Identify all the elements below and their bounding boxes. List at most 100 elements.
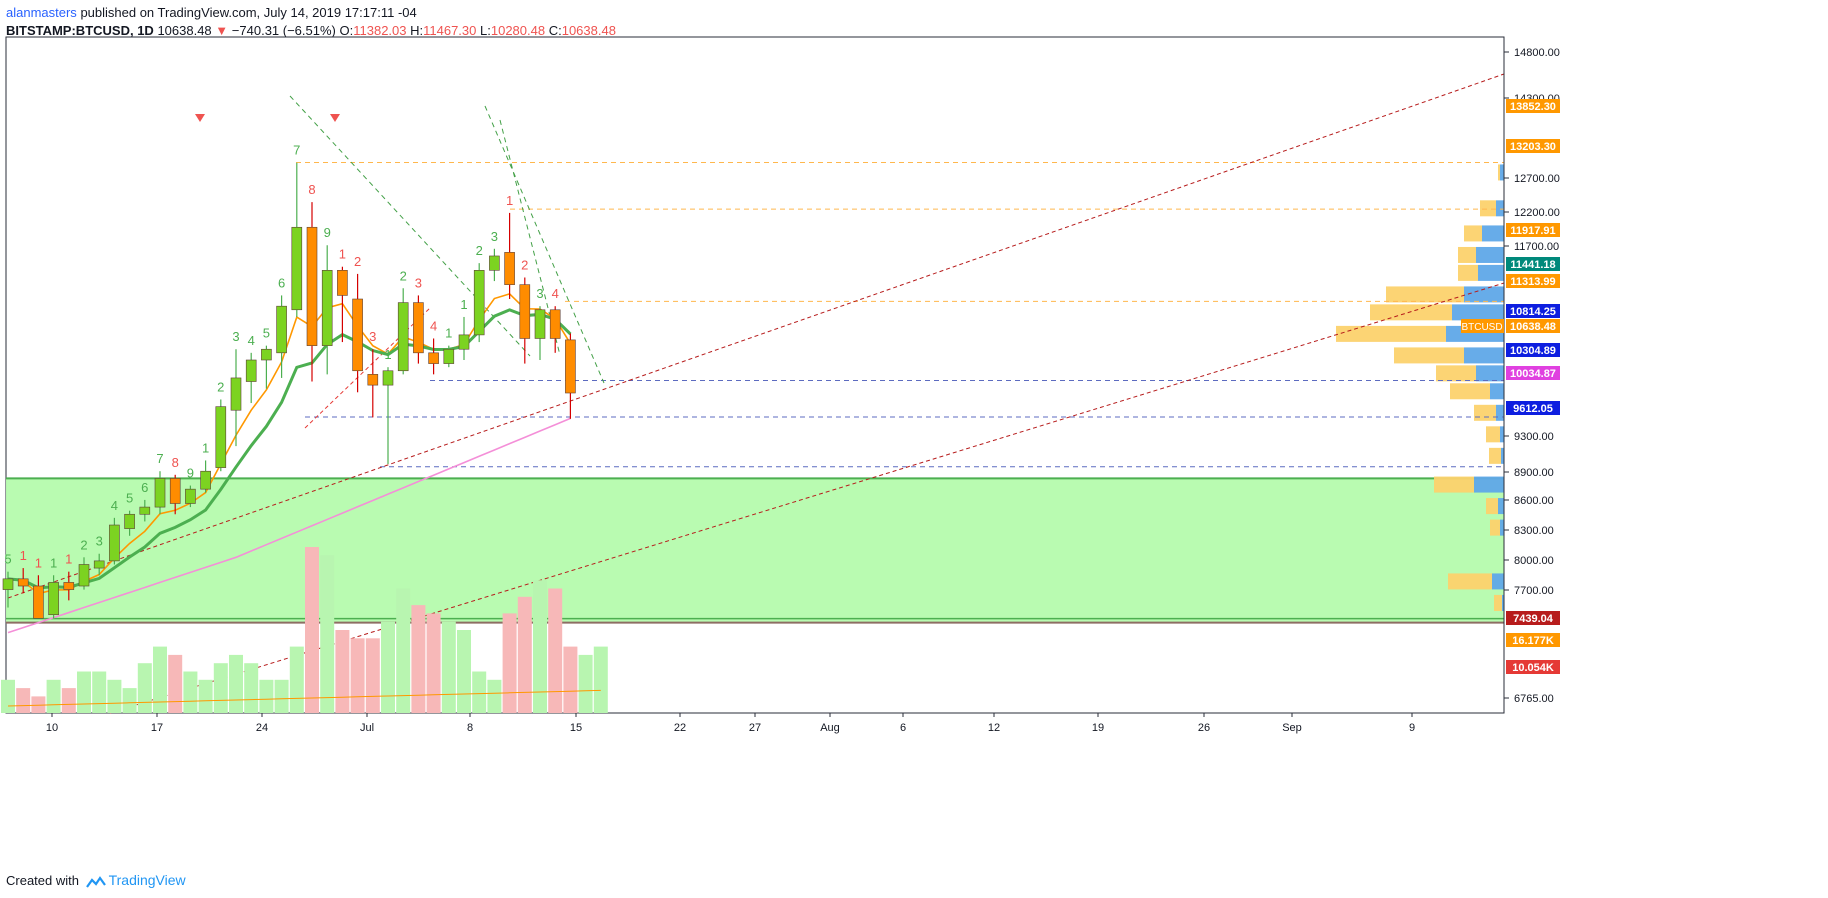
y-tick-label: 12700.00	[1514, 173, 1560, 185]
tradingview-brand-link[interactable]: TradingView	[108, 872, 186, 888]
x-tick-label: 27	[749, 722, 761, 734]
volume-profile-bar	[1500, 164, 1504, 181]
volume-profile-bar	[1436, 365, 1476, 382]
price-label: 7439.04	[1513, 613, 1554, 625]
volume-profile-bar	[1474, 476, 1504, 493]
candle-body	[489, 255, 500, 271]
volume-bar	[381, 621, 395, 713]
high-label: H:	[410, 23, 424, 38]
y-tick-label: 14800.00	[1514, 47, 1560, 59]
volume-bar	[153, 646, 167, 713]
td-count-label: 1	[65, 552, 72, 567]
volume-bar	[198, 679, 213, 713]
candle-body	[321, 270, 333, 346]
price-label-bg	[1506, 319, 1560, 333]
volume-profile-bar	[1478, 264, 1504, 281]
volume-bar	[350, 638, 365, 713]
price-label: 11917.91	[1510, 225, 1555, 237]
td-count-label: 5	[263, 326, 270, 341]
sell-signal-icon	[195, 114, 205, 122]
y-tick-label: 12200.00	[1514, 207, 1560, 219]
price-label: 11313.99	[1510, 276, 1555, 288]
volume-bar	[107, 679, 122, 713]
x-tick-label: 22	[674, 722, 686, 734]
volume-bar	[122, 688, 137, 713]
price-label: 9612.05	[1513, 403, 1553, 415]
price-label: 16.177K	[1512, 635, 1554, 647]
td-count-label: 4	[111, 498, 118, 513]
candle-body	[124, 513, 135, 529]
candle-body	[458, 334, 470, 350]
volume-profile-bar	[1496, 404, 1504, 421]
candle-body	[565, 339, 576, 394]
td-count-label: 1	[35, 555, 42, 570]
author-link[interactable]: alanmasters	[6, 5, 77, 20]
candle-body	[93, 560, 105, 569]
volume-bar	[517, 596, 532, 713]
candle-body	[397, 302, 409, 372]
volume-bar	[1, 679, 15, 713]
volume-profile-bar	[1498, 498, 1504, 515]
x-tick-label: 10	[46, 722, 58, 734]
volume-bar	[578, 654, 593, 713]
td-count-label: 1	[339, 247, 346, 262]
x-tick-label: Aug	[820, 722, 840, 734]
td-count-label: 9	[187, 466, 194, 481]
support-zone	[6, 478, 1504, 623]
low-label: L:	[480, 23, 491, 38]
volume-bar	[426, 613, 441, 713]
volume-bar	[213, 663, 228, 713]
volume-bar	[411, 605, 426, 713]
symbol-name[interactable]: BITSTAMP:BTCUSD, 1D	[6, 23, 154, 38]
open-value: 11382.03	[353, 23, 407, 38]
candle-body	[261, 348, 272, 361]
volume-bar	[396, 588, 411, 713]
td-count-label: 3	[415, 275, 422, 290]
volume-profile-bar	[1492, 573, 1504, 590]
volume-bar	[77, 671, 91, 713]
x-tick-label: 24	[256, 722, 268, 734]
volume-bar	[183, 671, 198, 713]
symbol-ohlc-bar: BITSTAMP:BTCUSD, 1D 10638.48 ▼ −740.31 (…	[6, 22, 616, 39]
td-count-label: 3	[96, 534, 103, 549]
price-label-bg	[1506, 366, 1560, 380]
candle-body	[17, 578, 29, 587]
volume-profile-bar	[1450, 383, 1490, 400]
td-count-label: 4	[430, 318, 437, 333]
close-value: 10638.48	[561, 23, 616, 38]
td-count-label: 1	[20, 548, 27, 563]
volume-bar	[457, 630, 471, 713]
tradingview-logo-icon	[85, 875, 106, 888]
volume-bar	[46, 679, 61, 713]
td-count-label: 3	[369, 329, 376, 344]
candle-body	[215, 406, 227, 468]
td-count-label: 6	[278, 275, 285, 290]
volume-profile-bar	[1458, 264, 1478, 281]
volume-profile-bar	[1489, 447, 1501, 464]
candle-body	[549, 309, 561, 339]
volume-profile-bar	[1502, 594, 1504, 611]
volume-profile-bar	[1394, 347, 1464, 364]
price-label-bg	[1506, 139, 1560, 153]
volume-bar	[548, 588, 563, 713]
volume-profile-bar	[1500, 426, 1504, 443]
volume-profile-bar	[1464, 286, 1504, 303]
y-tick-label: 6765.00	[1514, 693, 1554, 705]
candle-body	[154, 478, 166, 508]
candle-body	[63, 582, 75, 590]
volume-profile-bar	[1464, 225, 1482, 242]
x-tick-label: Sep	[1282, 722, 1302, 734]
price-label: 10304.89	[1510, 345, 1556, 357]
td-count-label: 3	[232, 329, 239, 344]
price-label: 10814.25	[1510, 306, 1556, 318]
price-label: 10638.48	[1510, 321, 1556, 333]
volume-profile-bar	[1500, 519, 1504, 536]
volume-profile-bar	[1480, 200, 1496, 217]
y-tick-label: 8000.00	[1514, 555, 1554, 567]
symbol-tag: BTCUSD	[1461, 322, 1502, 333]
trendline-upper	[7, 73, 1505, 599]
volume-profile-bar	[1498, 164, 1500, 181]
open-label: O:	[339, 23, 354, 38]
volume-profile-bar	[1501, 447, 1504, 464]
